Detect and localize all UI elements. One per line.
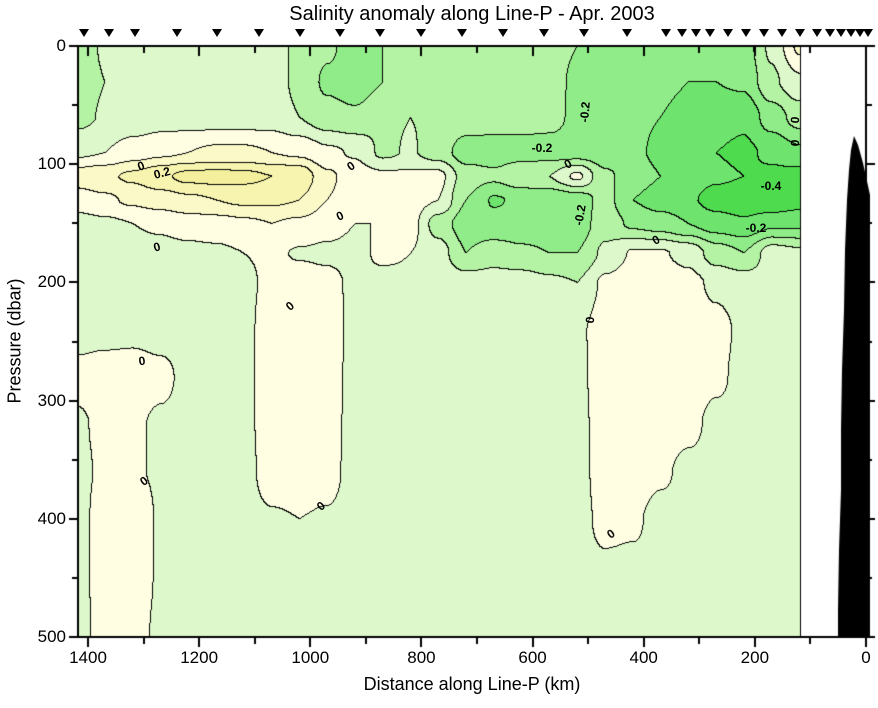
station-marker-icon [498,29,508,37]
x-tick-label: 1200 [180,648,219,667]
x-tick-label: 1400 [69,648,107,667]
x-axis-title: Distance along Line-P (km) [363,674,581,694]
x-tick-label: 600 [518,648,547,667]
station-marker-icon [825,29,835,37]
contour-label: 0 [582,316,598,324]
contour-label: -0.2 [745,221,767,235]
contour-label: 0 [787,139,803,147]
y-axis-title: Pressure (dbar) [4,278,25,404]
station-marker-icon [172,29,182,37]
station-marker-icon [855,29,865,37]
station-marker-icon [579,29,589,37]
station-marker-icon [836,29,846,37]
contour-label: -0.2 [577,101,593,123]
contour-label: -0.4 [760,179,782,193]
station-marker-icon [375,29,385,37]
station-marker-icon [863,29,873,37]
x-tick-label: 400 [629,648,658,667]
station-marker-icon [212,29,222,37]
station-marker-icon [741,29,751,37]
station-marker-icon [457,29,467,37]
station-marker-icon [295,29,305,37]
station-marker-icon [812,29,822,37]
station-marker-icon [79,29,89,37]
x-tick-label: 1000 [291,648,330,667]
station-marker-icon [846,29,856,37]
station-marker-icon [335,29,345,37]
station-marker-icon [104,29,114,37]
station-marker-icon [795,29,805,37]
contour-label: 0 [787,116,803,124]
station-marker-icon [677,29,687,37]
station-marker-icon [622,29,632,37]
y-tick-label: 0 [56,36,66,55]
station-marker-icon [416,29,426,37]
station-marker-icon [254,29,264,37]
station-marker-icon [130,29,140,37]
station-marker-icon [661,29,671,37]
page-title: Salinity anomaly along Line-P - Apr. 200… [289,3,655,25]
station-marker-icon [723,29,733,37]
station-marker-icon [691,29,701,37]
y-tick-label: 300 [37,390,66,410]
x-tick-label: 200 [740,648,770,667]
y-tick-label: 400 [37,508,66,528]
station-marker-icon [777,29,787,37]
contour-label: 0 [137,353,147,369]
y-tick-label: 200 [37,272,66,292]
y-tick-label: 500 [37,627,66,646]
station-marker-icon [539,29,549,37]
x-tick-label: 800 [407,648,436,667]
y-tick-label: 100 [37,154,66,174]
contour-label: -0.2 [531,141,553,155]
station-marker-icon [705,29,715,37]
x-tick-label: 0 [861,648,871,667]
station-marker-icon [759,29,769,37]
